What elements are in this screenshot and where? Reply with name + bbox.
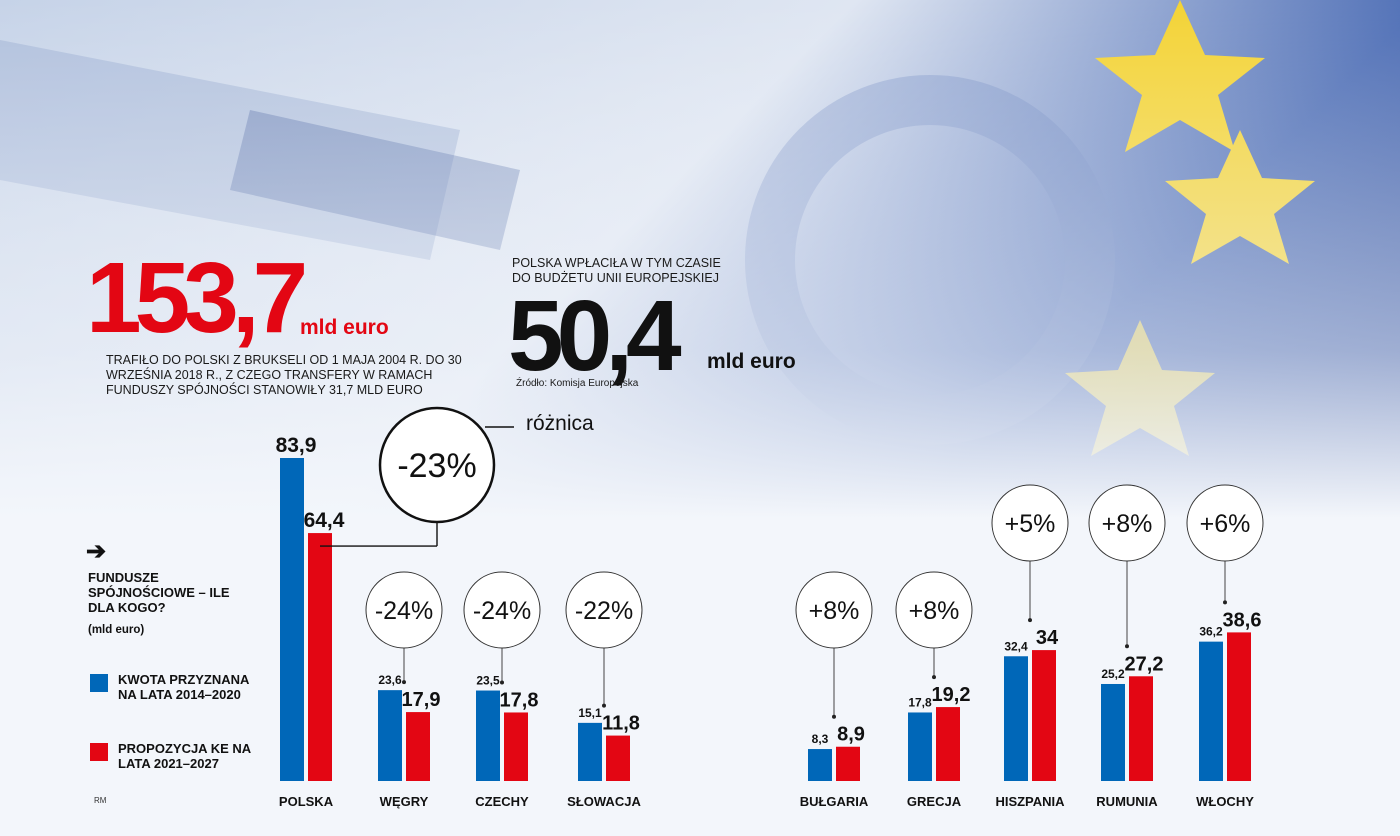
bar-2014-2020 [578, 722, 602, 781]
change-badge-circle [895, 571, 973, 649]
bar-2014-2020 [908, 712, 932, 781]
credit: RM [94, 796, 107, 805]
change-badge-circle [565, 571, 643, 649]
change-badge-circle [991, 484, 1069, 562]
paid-total-note: POLSKA WPŁACIŁA W TYM CZASIE DO BUDŻETU … [512, 256, 721, 285]
bar-2021-2027 [1032, 650, 1056, 781]
change-badge-circle [378, 406, 496, 524]
bar-2021-2027 [308, 533, 332, 781]
change-connector-dot [1125, 644, 1129, 649]
bar-2014-2020 [1199, 641, 1223, 781]
bar-2021-2027 [836, 746, 860, 781]
change-connector-dot [500, 680, 504, 685]
legend-item-2021-2027: PROPOZYCJA KE NA LATA 2021–2027 [90, 741, 258, 771]
data-label-2014-2020: 25,2 [1101, 667, 1125, 681]
data-label-2014-2020: 15,1 [578, 706, 602, 720]
bar-2021-2027 [504, 712, 528, 781]
bar-2014-2020 [1004, 656, 1028, 781]
chart-units: (mld euro) [88, 624, 145, 636]
data-label-2021-2027: 34 [1036, 627, 1059, 649]
data-label-2014-2020: 23,5 [476, 674, 500, 688]
change-badge-text: +5% [1005, 510, 1056, 538]
paid-total-unit: mld euro [707, 350, 796, 373]
arrow-right-icon: ➔ [86, 538, 107, 565]
change-badge-text: +8% [1102, 510, 1153, 538]
data-label-2014-2020: 36,2 [1199, 625, 1223, 639]
category-label: POLSKA [279, 794, 334, 809]
category-label: RUMUNIA [1096, 794, 1158, 809]
legend-label: KWOTA PRZYZNANA NA LATA 2014–2020 [118, 672, 249, 702]
category-label: HISZPANIA [995, 794, 1065, 809]
data-label-2014-2020: 32,4 [1004, 639, 1028, 653]
change-badge-text: +6% [1200, 510, 1251, 538]
change-connector-dot [1028, 618, 1032, 623]
chart-title: FUNDUSZE SPÓJNOŚCIOWE – ILE DLA KOGO? [88, 570, 230, 615]
category-label: WŁOCHY [1196, 794, 1254, 809]
bar-2014-2020 [808, 749, 832, 781]
received-total-value: 153,7 [86, 242, 308, 354]
bar-2021-2027 [406, 712, 430, 781]
change-badge-circle [365, 571, 443, 649]
difference-label: różnica [526, 412, 594, 435]
data-label-2014-2020: 8,3 [812, 732, 829, 746]
change-badge-text: +8% [809, 597, 860, 625]
category-label: GRECJA [907, 794, 962, 809]
change-connector-dot [402, 680, 406, 685]
legend-swatch-blue [90, 674, 108, 692]
bar-2014-2020 [1101, 683, 1125, 781]
change-badge-text: -22% [575, 597, 633, 625]
data-label-2021-2027: 8,9 [837, 724, 865, 746]
change-badge-circle [1088, 484, 1166, 562]
change-connector-dot [932, 675, 936, 680]
bar-2014-2020 [476, 690, 500, 781]
change-connector-dot [1223, 600, 1227, 605]
change-badge-text: -23% [397, 447, 476, 485]
data-label-2021-2027: 27,2 [1125, 653, 1164, 675]
paid-total-value: 50,4 [508, 280, 682, 392]
change-badge-circle [463, 571, 541, 649]
bar-2021-2027 [1129, 676, 1153, 781]
received-total-description: TRAFIŁO DO POLSKI Z BRUKSELI OD 1 MAJA 2… [106, 353, 462, 397]
change-badge-text: +8% [909, 597, 960, 625]
bar-2014-2020 [280, 458, 304, 781]
data-label-2021-2027: 64,4 [304, 509, 345, 532]
legend-swatch-red [90, 743, 108, 761]
change-badge-text: -24% [473, 597, 531, 625]
category-label: WĘGRY [380, 794, 429, 809]
data-label-2021-2027: 17,9 [402, 689, 441, 711]
data-label-2014-2020: 83,9 [276, 434, 317, 457]
source-note: Źródło: Komisja Europejska [516, 378, 639, 389]
legend-item-2014-2020: KWOTA PRZYZNANA NA LATA 2014–2020 [90, 672, 258, 702]
received-total-unit: mld euro [300, 316, 389, 339]
category-label: BUŁGARIA [800, 794, 869, 809]
change-connector-dot [832, 714, 836, 719]
legend-label: PROPOZYCJA KE NA LATA 2021–2027 [118, 741, 251, 771]
change-badge-circle [1186, 484, 1264, 562]
bar-2021-2027 [1227, 632, 1251, 781]
bar-2021-2027 [606, 735, 630, 781]
category-label: CZECHY [475, 794, 529, 809]
data-label-2021-2027: 17,8 [500, 689, 539, 711]
change-badge-text: -24% [375, 597, 433, 625]
data-label-2021-2027: 38,6 [1223, 609, 1262, 631]
data-label-2021-2027: 19,2 [932, 684, 971, 706]
category-label: SŁOWACJA [567, 794, 641, 809]
change-connector-dot [602, 703, 606, 708]
bar-2014-2020 [378, 690, 402, 781]
data-label-2014-2020: 23,6 [378, 673, 402, 687]
data-label-2021-2027: 11,8 [602, 713, 640, 735]
bar-2021-2027 [936, 707, 960, 781]
change-badge-circle [795, 571, 873, 649]
data-label-2014-2020: 17,8 [908, 695, 932, 709]
